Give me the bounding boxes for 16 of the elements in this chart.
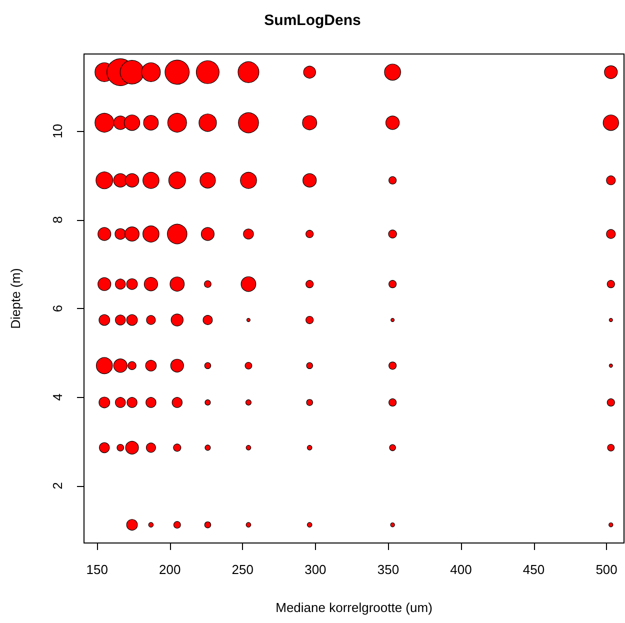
y-axis-title: Diepte (m) [8,268,23,329]
chart-title: SumLogDens [264,12,361,29]
y-tick-label: 2 [50,482,65,490]
y-tick-label: 4 [50,394,65,401]
x-tick-label: 300 [304,562,326,577]
y-tick-label: 6 [50,304,65,312]
y-tick-label: 8 [50,216,65,224]
x-tick-label: 400 [450,562,472,577]
x-tick-label: 500 [596,562,618,577]
x-axis-title: Mediane korrelgrootte (um) [276,600,432,615]
x-tick-label: 150 [86,562,108,577]
x-tick-label: 350 [377,562,400,577]
x-tick-label: 200 [159,562,181,577]
x-tick-label: 450 [522,562,545,577]
y-tick-label: 10 [50,124,65,138]
x-tick-label: 250 [232,562,254,577]
